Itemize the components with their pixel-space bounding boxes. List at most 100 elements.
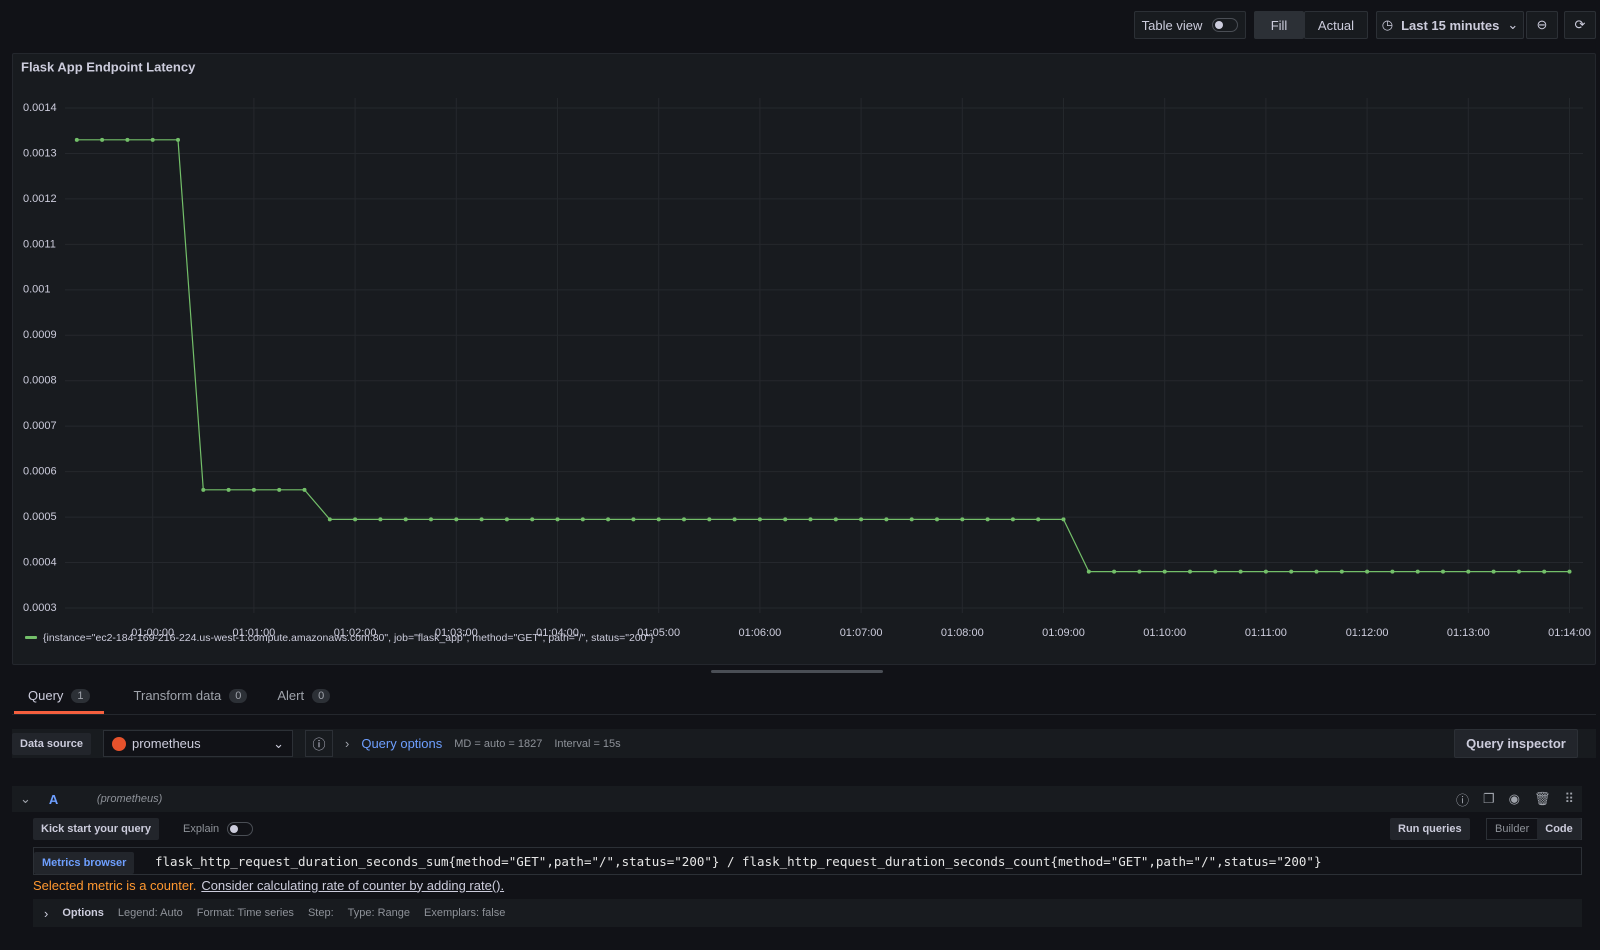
- data-point: [859, 517, 864, 522]
- clock-icon: ◷: [1381, 17, 1394, 32]
- help-icon[interactable]: ⓘ: [1456, 792, 1470, 808]
- query-inspector[interactable]: Query inspector: [1454, 729, 1578, 758]
- data-source-picker[interactable]: prometheus ⌄: [102, 730, 293, 757]
- data-point: [429, 517, 434, 522]
- hide-icon[interactable]: ◉: [1508, 791, 1521, 806]
- data-point: [226, 487, 231, 492]
- data-point: [985, 517, 990, 522]
- max-data-points: MD = auto = 1827: [454, 737, 543, 750]
- data-point: [555, 517, 560, 522]
- tabs: Query 1 Transform data 0 Alert 0: [14, 688, 331, 714]
- help-button[interactable]: ⓘ: [304, 730, 333, 757]
- data-point: [353, 517, 358, 522]
- data-point: [732, 517, 737, 522]
- y-tick-label: 0.0012: [23, 193, 57, 205]
- tab[interactable]: Transform data 0: [134, 688, 248, 714]
- data-point: [302, 487, 307, 492]
- kick-start[interactable]: Kick start your query: [33, 818, 160, 840]
- divider: [12, 714, 1596, 715]
- data-point: [1010, 517, 1015, 522]
- data-point: [631, 517, 636, 522]
- data-point: [808, 517, 813, 522]
- tab-label: Query: [28, 688, 64, 703]
- data-point: [935, 517, 940, 522]
- data-point: [327, 517, 332, 522]
- data-point: [1263, 569, 1268, 574]
- x-tick-label: 01:05:00: [637, 627, 680, 639]
- query-inspector-label: Query inspector: [1466, 736, 1566, 751]
- query-toolbar: Kick start your query Explain: [33, 818, 254, 840]
- time-picker[interactable]: ◷ Last 15 minutes ⌄: [1376, 11, 1524, 39]
- data-point: [100, 137, 105, 142]
- refresh[interactable]: ⟳: [1564, 11, 1596, 39]
- x-tick-label: 01:07:00: [840, 627, 883, 639]
- data-point: [1516, 569, 1521, 574]
- hint-link[interactable]: Consider calculating rate of counter by …: [201, 877, 505, 893]
- query-input[interactable]: [33, 847, 1582, 875]
- explain-toggle[interactable]: Explain: [183, 822, 254, 836]
- prometheus-icon: [111, 736, 126, 751]
- option: Legend: Auto: [117, 907, 183, 919]
- data-point: [960, 517, 965, 522]
- query-actions: ⓘ ❐ ◉ 🗑 ⠿: [1456, 786, 1574, 812]
- data-point: [1567, 569, 1572, 574]
- options-items[interactable]: › Options Legend: Auto Format: Time seri…: [44, 899, 505, 927]
- y-tick-label: 0.0014: [23, 102, 57, 114]
- time-range: Last 15 minutes: [1401, 17, 1500, 33]
- fill-button[interactable]: Fill: [1254, 11, 1304, 39]
- delete-icon[interactable]: 🗑: [1534, 791, 1551, 806]
- x-tick-label: 01:03:00: [435, 627, 478, 639]
- warning: Selected metric is a counter.: [33, 877, 197, 893]
- actual-button[interactable]: Actual: [1304, 11, 1368, 39]
- data-point: [1542, 569, 1547, 574]
- metrics-browser[interactable]: Metrics browser: [34, 852, 135, 874]
- y-tick-label: 0.0007: [23, 420, 57, 432]
- x-tick-label: 01:10:00: [1143, 627, 1186, 639]
- tab[interactable]: Alert 0: [277, 688, 331, 714]
- builder-mode[interactable]: Builder: [1495, 823, 1530, 835]
- collapse[interactable]: ⌄: [20, 791, 31, 806]
- table-view-toggle[interactable]: Table view: [1134, 11, 1246, 39]
- x-tick-label: 01:12:00: [1346, 627, 1389, 639]
- table-view-label: Table view: [1141, 17, 1203, 33]
- data-point: [1086, 569, 1091, 574]
- drag-icon[interactable]: ⠿: [1564, 791, 1575, 806]
- data-point: [530, 517, 535, 522]
- data-point: [682, 517, 687, 522]
- tab[interactable]: Query 1: [14, 688, 104, 714]
- x-tick-label: 01:06:00: [738, 627, 781, 639]
- option: Format: Time series: [196, 907, 294, 919]
- code-mode[interactable]: Code: [1537, 818, 1581, 840]
- data-point: [1162, 569, 1167, 574]
- chevron: ›: [344, 736, 350, 751]
- chart-title: Flask App Endpoint Latency: [21, 59, 196, 74]
- data-point: [251, 487, 256, 492]
- y-tick-label: 0.0013: [23, 147, 57, 159]
- legend-swatch: [25, 636, 37, 639]
- data-point: [606, 517, 611, 522]
- interval: Interval = 15s: [554, 737, 621, 750]
- data-point: [454, 517, 459, 522]
- run-queries[interactable]: Run queries: [1390, 818, 1470, 840]
- zoom-out[interactable]: ⊖: [1526, 11, 1558, 39]
- query-options[interactable]: Query options: [361, 736, 443, 751]
- options-label: Options: [62, 907, 104, 919]
- data-point: [1289, 569, 1294, 574]
- data-point: [125, 137, 130, 142]
- y-tick-label: 0.0004: [23, 556, 57, 568]
- resize-handle[interactable]: [711, 670, 883, 673]
- duplicate-icon[interactable]: ❐: [1483, 791, 1495, 806]
- data-point: [707, 517, 712, 522]
- x-tick-label: 01:00:00: [131, 627, 174, 639]
- chevron: ⌄: [273, 735, 284, 751]
- y-tick-label: 0.0009: [23, 329, 57, 341]
- query-source: (prometheus): [96, 793, 163, 805]
- toggle: [227, 822, 254, 836]
- tab-count: 0: [312, 688, 331, 703]
- option: Type: Range: [347, 907, 410, 919]
- data-point: [378, 517, 383, 522]
- panel: Flask App Endpoint Latency 0.0003 0.0004 0…: [12, 53, 1596, 665]
- x-tick-label: 01:14:00: [1548, 627, 1591, 639]
